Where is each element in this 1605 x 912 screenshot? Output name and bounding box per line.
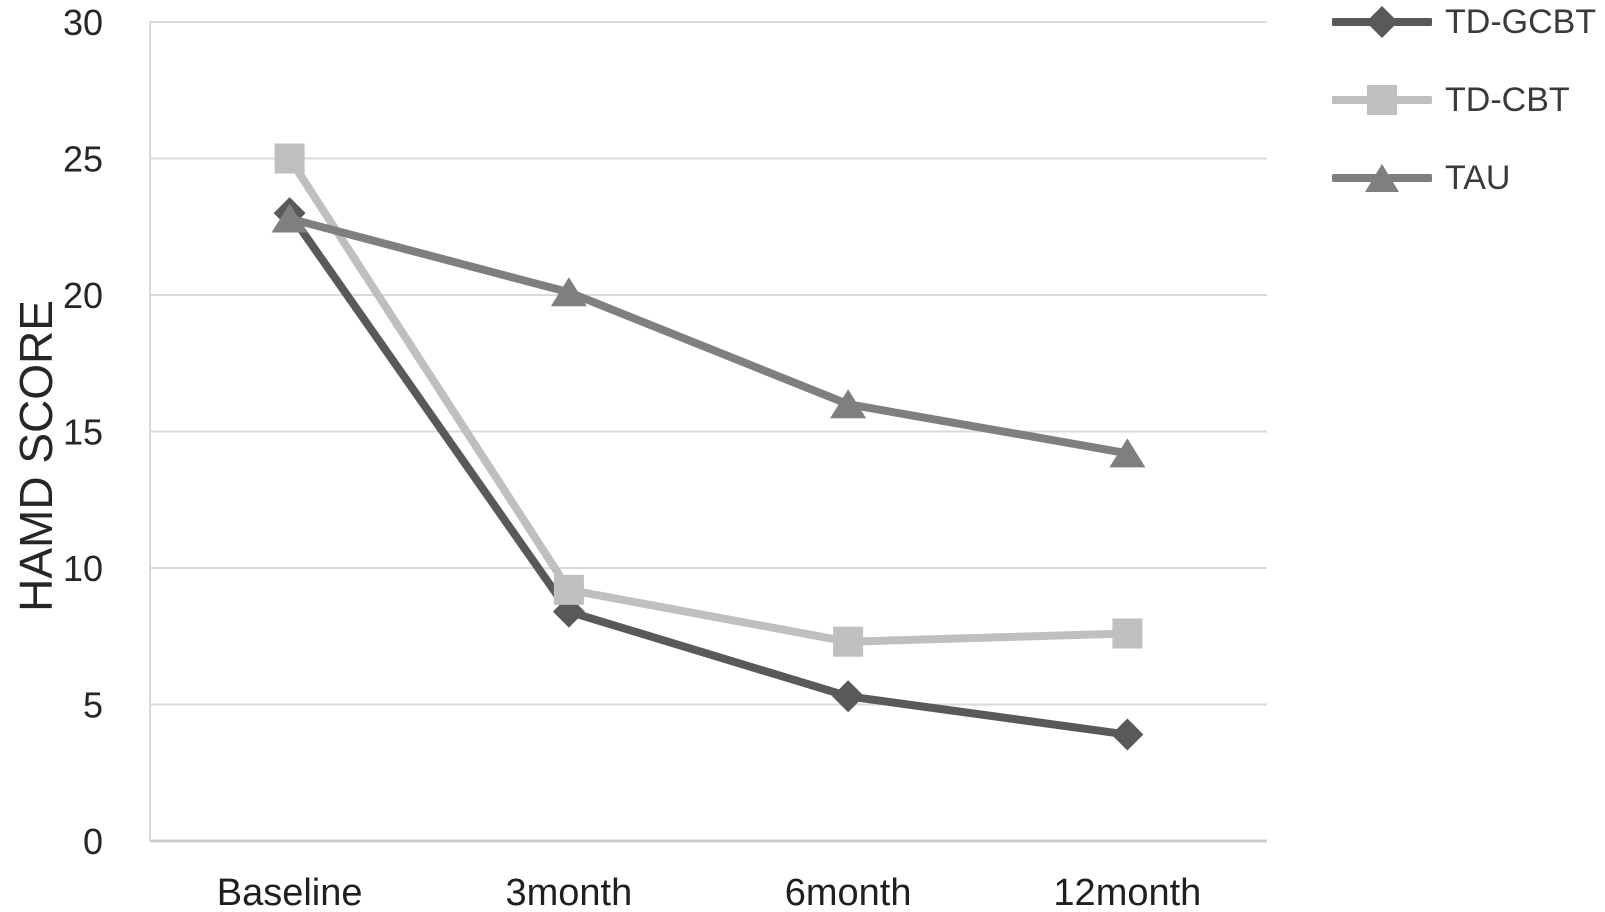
y-tick-label: 15 <box>63 412 103 453</box>
square-marker <box>1112 618 1143 649</box>
y-tick-label: 10 <box>63 548 103 589</box>
x-tick-label: 12month <box>1053 872 1201 912</box>
square-marker <box>833 626 864 657</box>
legend-label-tau: TAU <box>1445 158 1511 197</box>
y-tick-label: 0 <box>83 821 103 862</box>
series-line-td-cbt <box>285 154 1132 646</box>
td-gcbt-line-diamond-icon <box>1332 6 1432 38</box>
x-tick-label: 6month <box>785 872 912 912</box>
legend-item-tau: TAU <box>1332 158 1596 198</box>
y-tick-label: 25 <box>63 139 103 180</box>
x-tick-label: Baseline <box>217 872 363 912</box>
td-cbt-line-square-icon <box>1332 85 1432 115</box>
legend-label-td-gcbt: TD-GCBT <box>1445 2 1597 41</box>
legend-item-td-cbt: TD-CBT <box>1332 80 1596 120</box>
y-tick-label: 30 <box>63 2 103 43</box>
tau-line-triangle-icon <box>1332 164 1432 192</box>
x-tick-label: 3month <box>506 872 633 912</box>
square-marker <box>274 143 305 174</box>
triangle-marker <box>830 389 867 419</box>
diamond-marker <box>1111 718 1144 751</box>
y-axis-title: HAMD SCORE <box>10 300 62 612</box>
series-line-td-gcbt <box>285 209 1132 739</box>
triangle-marker <box>1109 438 1146 468</box>
square-marker <box>553 574 584 605</box>
diamond-marker <box>832 680 865 713</box>
legend-item-td-gcbt: TD-GCBT <box>1332 2 1596 42</box>
series-line-tau <box>285 214 1132 458</box>
triangle-marker <box>271 203 308 233</box>
legend-label-td-cbt: TD-CBT <box>1445 80 1570 119</box>
y-tick-label: 20 <box>63 275 103 316</box>
triangle-marker <box>550 277 587 307</box>
y-tick-label: 5 <box>83 685 103 726</box>
legend: TD-GCBT TD-CBT TAU <box>1332 2 1596 236</box>
